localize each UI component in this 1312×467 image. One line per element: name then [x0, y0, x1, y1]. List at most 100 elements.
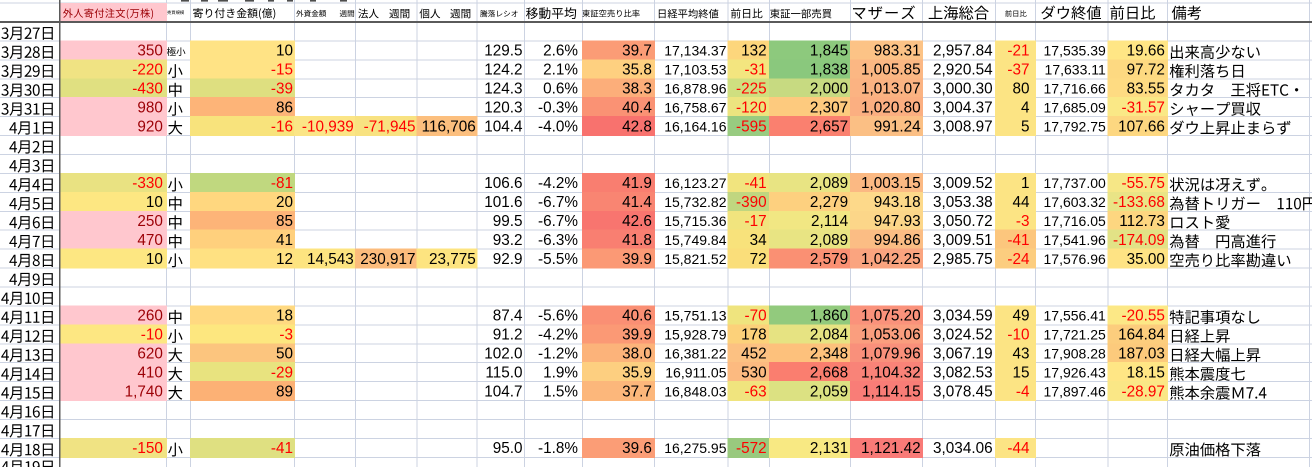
- svg-text:-44: -44: [1007, 440, 1030, 457]
- svg-text:89: 89: [276, 383, 293, 400]
- svg-text:2,089: 2,089: [810, 232, 848, 249]
- svg-text:35.8: 35.8: [622, 61, 652, 78]
- svg-text:99.5: 99.5: [493, 213, 523, 230]
- svg-text:0.6%: 0.6%: [543, 80, 578, 97]
- svg-text:107.66: 107.66: [1118, 118, 1165, 135]
- svg-text:15,751.13: 15,751.13: [664, 308, 726, 324]
- svg-text:-4: -4: [1016, 383, 1030, 400]
- svg-text:947.93: 947.93: [874, 213, 921, 230]
- svg-text:-21: -21: [1007, 43, 1029, 60]
- svg-text:10: 10: [146, 194, 163, 211]
- svg-text:-430: -430: [132, 80, 163, 97]
- svg-text:39.7: 39.7: [622, 43, 652, 60]
- svg-text:2,089: 2,089: [810, 175, 848, 192]
- svg-text:41: 41: [276, 232, 293, 249]
- svg-text:104.7: 104.7: [484, 383, 522, 400]
- svg-text:16,911.05: 16,911.05: [665, 364, 726, 380]
- svg-text:34: 34: [750, 232, 768, 249]
- svg-text:17,535.39: 17,535.39: [1044, 43, 1106, 59]
- svg-text:41.9: 41.9: [622, 175, 652, 192]
- svg-text:164.84: 164.84: [1118, 327, 1165, 344]
- svg-text:43: 43: [1012, 345, 1029, 362]
- svg-text:38.0: 38.0: [622, 345, 652, 362]
- svg-text:983.31: 983.31: [874, 43, 921, 60]
- svg-text:991.24: 991.24: [874, 118, 921, 135]
- svg-text:93.2: 93.2: [493, 232, 523, 249]
- svg-text:-6.7%: -6.7%: [538, 213, 578, 230]
- svg-text:1.5%: 1.5%: [543, 383, 578, 400]
- svg-text:18.15: 18.15: [1127, 364, 1165, 381]
- svg-text:17,737.00: 17,737.00: [1044, 175, 1106, 191]
- svg-text:1,075.20: 1,075.20: [861, 308, 921, 325]
- svg-text:-4.0%: -4.0%: [538, 118, 578, 135]
- svg-text:39.9: 39.9: [622, 327, 652, 344]
- svg-text:-39: -39: [271, 80, 293, 97]
- svg-text:23,775: 23,775: [429, 251, 476, 268]
- svg-text:-15: -15: [271, 61, 293, 78]
- svg-text:-225: -225: [736, 80, 767, 97]
- svg-text:-0.3%: -0.3%: [538, 99, 578, 116]
- svg-text:350: 350: [137, 43, 163, 60]
- svg-text:95.0: 95.0: [493, 440, 523, 457]
- svg-text:2,957.84: 2,957.84: [933, 43, 993, 60]
- svg-text:-20.55: -20.55: [1122, 308, 1165, 325]
- svg-text:3,000.30: 3,000.30: [933, 80, 993, 97]
- svg-text:-63: -63: [744, 383, 766, 400]
- svg-text:-120: -120: [736, 99, 767, 116]
- svg-text:-55.75: -55.75: [1122, 175, 1165, 192]
- svg-text:10: 10: [146, 251, 163, 268]
- svg-text:2,985.75: 2,985.75: [933, 251, 993, 268]
- svg-text:40.4: 40.4: [622, 99, 652, 116]
- svg-text:-41: -41: [271, 440, 293, 457]
- svg-text:17,103.53: 17,103.53: [664, 61, 726, 77]
- svg-text:-1.2%: -1.2%: [538, 345, 578, 362]
- svg-text:49: 49: [1012, 308, 1029, 325]
- svg-text:17,633.11: 17,633.11: [1045, 61, 1106, 77]
- svg-text:-16: -16: [271, 118, 293, 135]
- svg-text:3,024.52: 3,024.52: [933, 327, 993, 344]
- svg-text:178: 178: [741, 327, 767, 344]
- svg-text:-4.2%: -4.2%: [538, 327, 578, 344]
- svg-text:116,706: 116,706: [422, 118, 476, 135]
- svg-text:17,897.46: 17,897.46: [1044, 383, 1106, 399]
- svg-text:3,034.06: 3,034.06: [933, 440, 993, 457]
- svg-text:-31.57: -31.57: [1122, 99, 1165, 116]
- svg-text:42.6: 42.6: [622, 213, 652, 230]
- svg-text:3,008.97: 3,008.97: [933, 118, 993, 135]
- svg-text:-4.2%: -4.2%: [538, 175, 578, 192]
- svg-text:1.9%: 1.9%: [543, 364, 578, 381]
- svg-text:-330: -330: [132, 175, 163, 192]
- svg-text:16,164.16: 16,164.16: [664, 118, 726, 134]
- svg-text:101.6: 101.6: [484, 194, 522, 211]
- svg-text:2,114: 2,114: [811, 213, 849, 230]
- svg-text:17,576.96: 17,576.96: [1044, 251, 1106, 267]
- svg-text:40.6: 40.6: [622, 308, 652, 325]
- svg-text:39.6: 39.6: [622, 440, 652, 457]
- svg-text:2,348: 2,348: [810, 345, 848, 362]
- svg-text:-174.09: -174.09: [1113, 232, 1165, 249]
- svg-text:15,715.36: 15,715.36: [664, 213, 726, 229]
- svg-text:-1.8%: -1.8%: [538, 440, 578, 457]
- svg-text:3,067.19: 3,067.19: [933, 345, 993, 362]
- svg-text:-595: -595: [736, 118, 767, 135]
- svg-text:452: 452: [741, 345, 767, 362]
- svg-text:-28.97: -28.97: [1122, 383, 1165, 400]
- svg-text:1,860: 1,860: [810, 308, 848, 325]
- svg-text:102.0: 102.0: [484, 345, 522, 362]
- svg-text:1,053.06: 1,053.06: [861, 327, 921, 344]
- svg-text:-29: -29: [271, 364, 293, 381]
- svg-text:15,928.79: 15,928.79: [664, 327, 726, 343]
- svg-text:17,685.09: 17,685.09: [1044, 99, 1106, 115]
- svg-text:230,917: 230,917: [360, 251, 415, 268]
- svg-text:1,121.42: 1,121.42: [861, 440, 921, 457]
- svg-text:3,009.51: 3,009.51: [933, 232, 993, 249]
- svg-text:250: 250: [137, 213, 163, 230]
- svg-text:470: 470: [137, 232, 163, 249]
- svg-text:-6.3%: -6.3%: [538, 232, 578, 249]
- svg-text:83.55: 83.55: [1127, 80, 1165, 97]
- svg-text:16,848.03: 16,848.03: [664, 383, 726, 399]
- svg-text:-10: -10: [141, 327, 163, 344]
- svg-text:-70: -70: [744, 308, 766, 325]
- svg-text:-150: -150: [132, 440, 163, 457]
- svg-text:44: 44: [1012, 194, 1030, 211]
